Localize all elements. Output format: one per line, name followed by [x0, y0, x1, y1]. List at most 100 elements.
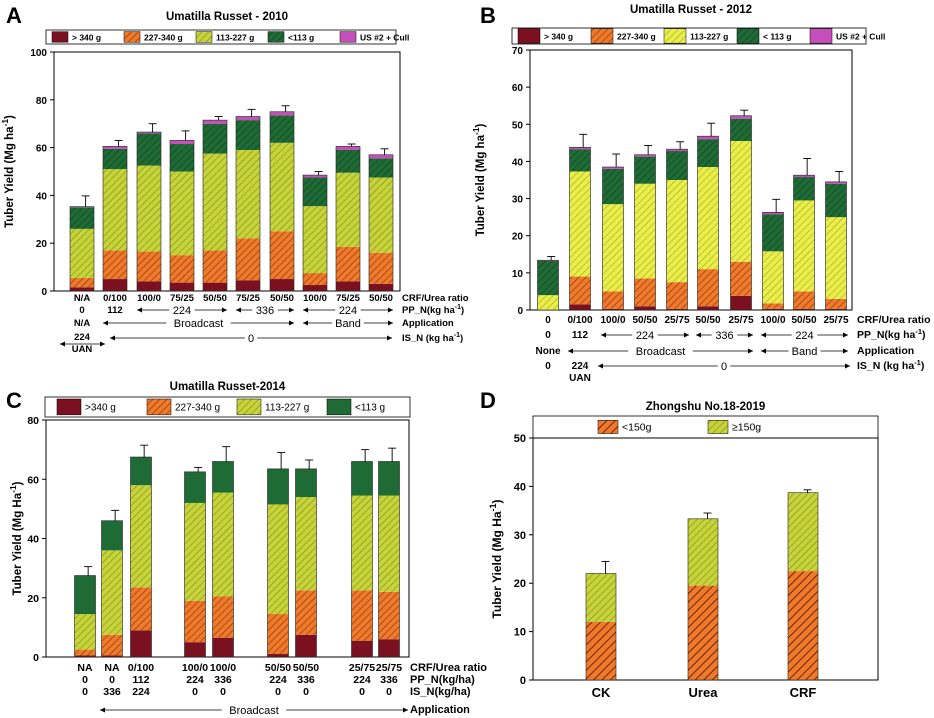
panel-b: B Umatilla Russet - 2012 > 340 g 227-340 g 1… — [471, 3, 931, 384]
bar-segment-2 — [369, 177, 393, 253]
bar-segment-1 — [730, 261, 752, 296]
application-span-arrow-right — [403, 707, 408, 713]
is-n-value: 224 — [74, 332, 91, 343]
application-span-arrow-left — [568, 348, 573, 354]
is-n-uan-span-arrow-right — [100, 341, 105, 347]
y-axis-title-main: Tuber Yield (Mg ha — [475, 134, 487, 236]
row-label-sup: -1 — [455, 304, 461, 311]
bar-outline — [351, 461, 373, 658]
pp-n-span-arrow-right — [684, 332, 689, 338]
x-category-label: 0/100 — [103, 293, 127, 304]
bar-segment-2 — [351, 495, 373, 591]
bar-segment-0 — [788, 571, 818, 680]
bar-segment-3 — [378, 461, 400, 496]
bar-outline — [634, 154, 656, 311]
pp-n-value: 336 — [297, 674, 315, 686]
bar-outline — [69, 206, 95, 292]
bar-segment-1 — [170, 255, 194, 283]
bar-segment-2 — [103, 169, 127, 251]
row-label-ppn: PP_N(kg ha-1) — [857, 327, 926, 341]
legend-label: 113-227 g — [690, 32, 728, 42]
x-category-label: 25/75 — [728, 315, 753, 326]
bar-segment-2 — [203, 153, 227, 251]
row-label-isn: IS_N (kg ha-1) — [402, 332, 463, 344]
bar-outline — [666, 148, 688, 311]
pp-n-value: 0 — [109, 674, 115, 686]
y-axis-title-close: ) — [12, 481, 24, 485]
x-category-label: 100/0 — [210, 662, 236, 674]
bar-segment-2 — [70, 228, 94, 278]
application-span-arrow-left — [761, 348, 766, 354]
bar-segment-4 — [602, 167, 624, 169]
y-tick-label: 50 — [512, 120, 524, 131]
is-n-value: 0 — [303, 686, 309, 698]
bar-segment-1 — [184, 600, 206, 643]
is-n-value: 336 — [103, 686, 121, 698]
pp-n-value: 112 — [133, 674, 150, 686]
chart-title: Zhongshu No.18-2019 — [646, 401, 766, 413]
y-tick-label: 20 — [36, 239, 48, 250]
bar-segment-1 — [130, 587, 152, 631]
pp-n-span-text-bg — [632, 329, 658, 341]
bar-outline — [687, 518, 719, 681]
legend-swatch — [663, 28, 687, 44]
bar-segment-0 — [336, 281, 360, 291]
bar-segment-3 — [70, 207, 94, 229]
y-tick-label: 0 — [520, 675, 526, 687]
bar-segment-1 — [137, 251, 161, 282]
bar-segment-4 — [369, 154, 393, 159]
row-label-main: PP_N(kg ha — [857, 329, 916, 341]
x-category-label: 100/0 — [760, 315, 785, 326]
bar-outline — [184, 471, 206, 658]
x-category-label: 50/50 — [791, 315, 816, 326]
is-n-span-text-bg — [244, 332, 258, 344]
bar-segment-2 — [634, 183, 656, 279]
x-category-label: 100/0 — [182, 662, 208, 674]
x-category-label: 25/75 — [664, 315, 689, 326]
pp-n-span-text: 224 — [339, 305, 357, 317]
bar-segment-1 — [825, 298, 847, 309]
bar-segment-0 — [569, 304, 591, 310]
bar-segment-1 — [303, 273, 327, 286]
bar-segment-3 — [74, 575, 96, 615]
x-category-label: 100/0 — [303, 293, 327, 304]
bar-outline — [202, 119, 228, 292]
bar-segment-0 — [170, 282, 194, 291]
bar-outline — [585, 573, 617, 681]
bar-outline — [102, 146, 128, 292]
y-tick-label: 20 — [514, 578, 526, 590]
legend-label: US #2 + Cull — [360, 33, 409, 43]
bar-segment-3 — [103, 148, 127, 170]
legend-label: 227-340 g — [175, 403, 220, 414]
row-label-close: ) — [460, 333, 463, 344]
x-category-label: 75/25 — [170, 293, 194, 304]
bar-segment-3 — [130, 457, 152, 486]
pp-n-span-arrow-left — [137, 307, 142, 313]
x-category-label: 0 — [545, 315, 551, 326]
bar-segment-1 — [267, 614, 289, 655]
y-tick-label: 80 — [36, 96, 48, 107]
y-tick-label: 40 — [27, 534, 39, 546]
bar-segment-4 — [137, 132, 161, 134]
x-category-label: 0/100 — [567, 315, 592, 326]
pp-n-span-arrow-right — [843, 332, 848, 338]
legend-label: > 340 g — [544, 32, 573, 42]
bar-outline — [302, 174, 328, 292]
bar-segment-4 — [70, 206, 94, 208]
legend-swatch — [146, 398, 172, 416]
bar-outline — [730, 115, 752, 311]
application-span-text-bg — [788, 345, 821, 357]
bar-segment-0 — [267, 654, 289, 657]
application-span-text: Band — [335, 318, 361, 330]
application-span-text: Band — [792, 346, 818, 358]
pp-n-span-text-bg — [711, 329, 738, 341]
bar-segment-4 — [270, 111, 294, 116]
pp-n-span-text-bg — [335, 304, 361, 316]
bar-segment-4 — [793, 175, 815, 178]
bar-segment-0 — [236, 280, 260, 291]
bar-segment-0 — [793, 308, 815, 310]
bar-segment-3 — [236, 120, 260, 150]
bar-segment-0 — [697, 306, 719, 310]
bar-segment-2 — [336, 172, 360, 247]
bar-segment-4 — [634, 154, 656, 157]
